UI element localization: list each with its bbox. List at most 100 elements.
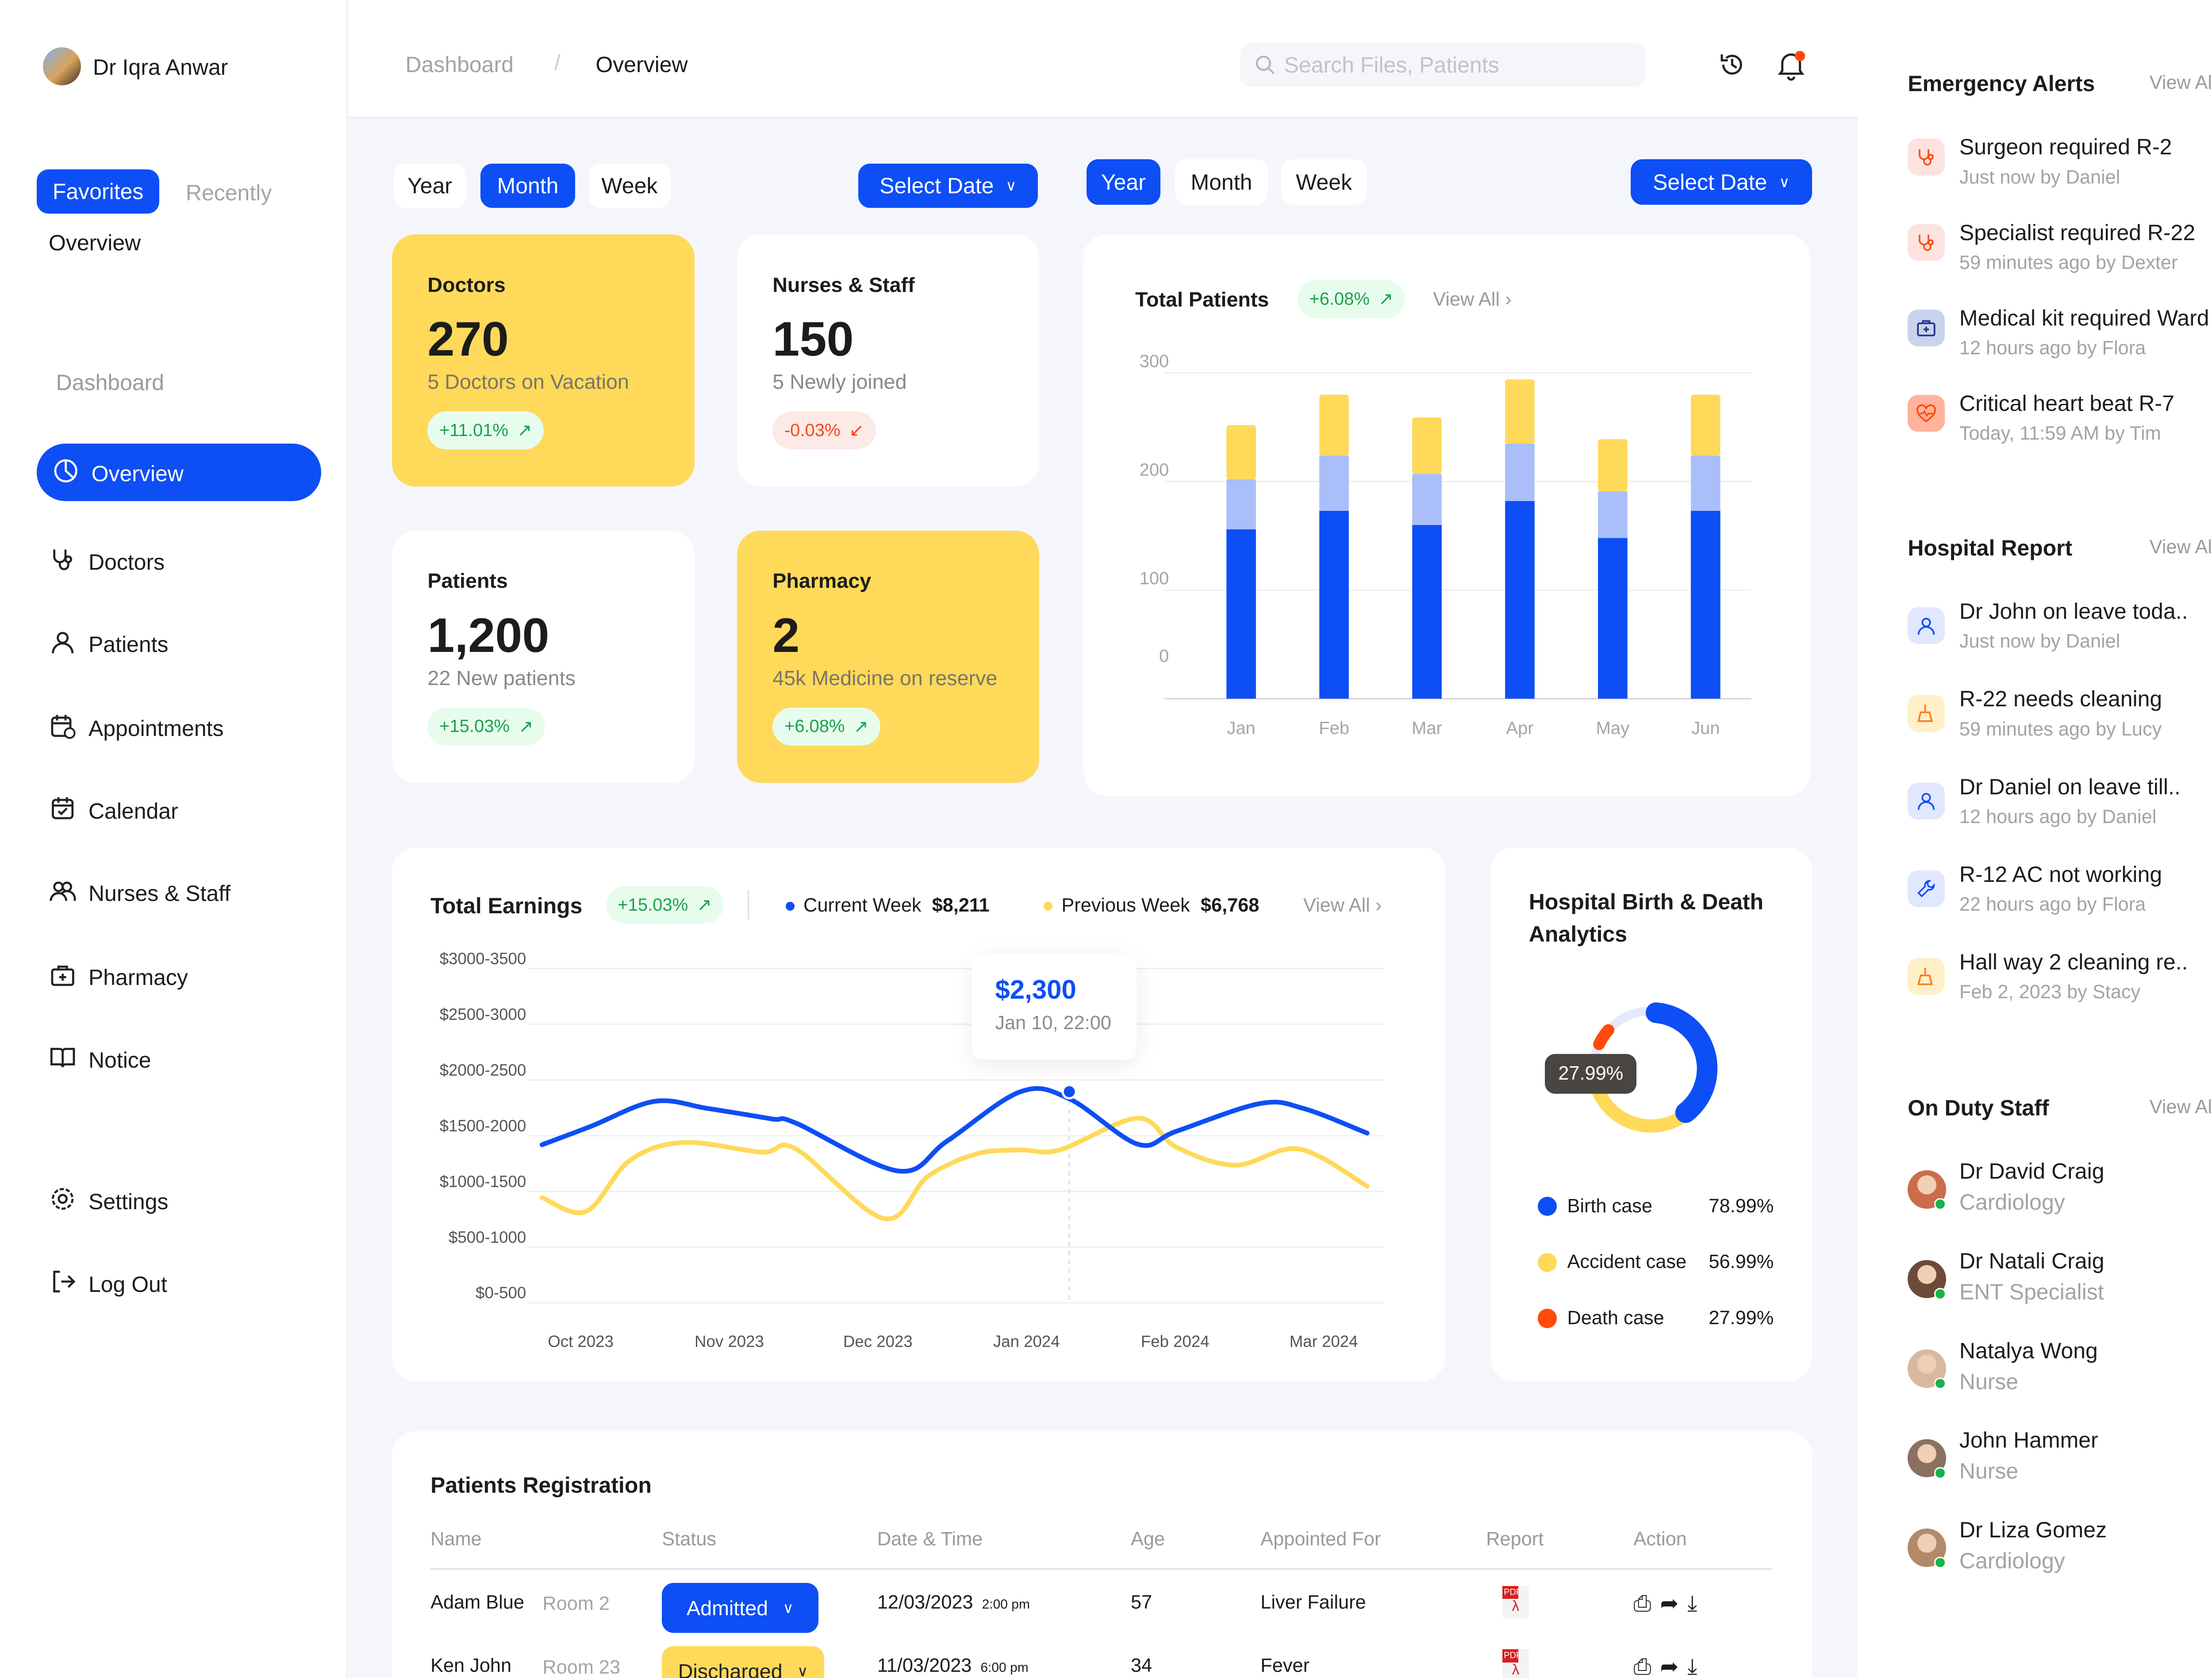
pdf-report-icon[interactable]: PDF λ xyxy=(1502,1649,1529,1678)
download-icon[interactable]: ⤓ xyxy=(1687,1590,1697,1616)
change-value: +15.03% xyxy=(439,716,510,736)
select-date-label: Select Date xyxy=(1653,169,1767,195)
stat-subtitle: 5 Doctors on Vacation xyxy=(427,370,629,394)
status-dropdown[interactable]: Admitted ∨ xyxy=(662,1583,818,1633)
favorite-overview-link[interactable]: Overview xyxy=(48,230,141,255)
x-tick-label: Oct 2023 xyxy=(548,1333,614,1351)
column-header-age[interactable]: Age xyxy=(1131,1528,1165,1550)
hospital-report-item[interactable]: Dr John on leave toda.. Just now by Danie… xyxy=(1908,598,2212,672)
y-tick-label: $500-1000 xyxy=(449,1228,526,1246)
y-tick-label: 100 xyxy=(1140,569,1169,588)
sidebar-item-label: Pharmacy xyxy=(88,965,188,990)
breadcrumb-overview: Overview xyxy=(595,52,688,77)
hospital-report-item[interactable]: Hall way 2 cleaning re.. Feb 2, 2023 by S… xyxy=(1908,949,2212,1023)
sidebar-item-label: Patients xyxy=(88,632,169,657)
tab-favorites[interactable]: Favorites xyxy=(37,169,159,214)
staff-item[interactable]: Natalya Wong Nurse xyxy=(1908,1338,2212,1412)
y-tick-label: $1000-1500 xyxy=(440,1172,526,1191)
stat-card-doctors[interactable]: Doctors 270 5 Doctors on Vacation +11.01% ↗ xyxy=(392,234,695,487)
right-panel: Emergency Alerts View All › Hospital Rep… xyxy=(1857,0,2212,1678)
staff-item[interactable]: Dr Liza Gomez Cardiology xyxy=(1908,1517,2212,1591)
sidebar-item-calendar[interactable]: Calendar xyxy=(49,794,178,828)
bar-chart: 0 100 200 300 Jan Feb Mar Apr May Jun xyxy=(1140,352,1751,738)
section-label-dashboard: Dashboard xyxy=(56,370,165,395)
date: 12/03/2023 xyxy=(877,1592,973,1613)
line-series-previous-week xyxy=(540,1116,1370,1222)
sidebar-item-appointments[interactable]: Appointments xyxy=(49,712,223,745)
sidebar-item-nurses-staff[interactable]: Nurses & Staff xyxy=(49,877,230,910)
column-header-name[interactable]: Name xyxy=(430,1528,482,1550)
chart-filter-month[interactable]: Month xyxy=(1175,159,1268,205)
pdf-report-icon[interactable]: PDF λ xyxy=(1502,1586,1529,1619)
staff-item[interactable]: Dr Natali Craig ENT Specialist xyxy=(1908,1248,2212,1322)
tab-recently[interactable]: Recently xyxy=(185,180,272,205)
stat-card-nurses-staff[interactable]: Nurses & Staff 150 5 Newly joined -0.03% ↙ xyxy=(737,234,1040,487)
bar-segment xyxy=(1319,455,1349,511)
filter-year[interactable]: Year xyxy=(393,163,466,208)
change-value: +6.08% xyxy=(1309,289,1370,309)
history-icon[interactable] xyxy=(1717,50,1747,80)
search-icon xyxy=(1256,56,1275,75)
view-all-link[interactable]: View All › xyxy=(1433,289,1511,310)
column-header-date-time[interactable]: Date & Time xyxy=(877,1528,983,1550)
download-icon[interactable]: ⤓ xyxy=(1687,1654,1697,1678)
staff-view-all[interactable]: View All › xyxy=(2150,1096,2212,1118)
search-input[interactable]: Search Files, Patients xyxy=(1240,42,1646,87)
stat-card-patients[interactable]: Patients 1,200 22 New patients +15.03% ↗ xyxy=(392,530,695,783)
alert-title: Surgeon required R-2 xyxy=(1959,134,2172,160)
alert-title: Critical heart beat R-7 xyxy=(1959,391,2174,416)
sidebar-item-notice[interactable]: Notice xyxy=(49,1043,151,1077)
select-date-button[interactable]: Select Date ∨ xyxy=(858,163,1038,208)
filter-month[interactable]: Month xyxy=(480,163,575,208)
chart-filter-week[interactable]: Week xyxy=(1281,159,1367,205)
sidebar-item-log-out[interactable]: Log Out xyxy=(49,1268,167,1301)
age: 57 xyxy=(1131,1592,1152,1613)
share-icon[interactable]: ➦ xyxy=(1660,1590,1679,1616)
stat-card-pharmacy[interactable]: Pharmacy 2 45k Medicine on reserve +6.08% ↗ xyxy=(737,530,1040,783)
tooltip-point[interactable] xyxy=(1062,1084,1078,1100)
staff-role: Nurse xyxy=(1959,1459,2019,1484)
patient-name[interactable]: Adam Blue xyxy=(430,1592,524,1613)
sidebar-item-doctors[interactable]: Doctors xyxy=(49,545,165,578)
sidebar-item-settings[interactable]: Settings xyxy=(49,1185,169,1218)
report-view-all[interactable]: View All › xyxy=(2150,536,2212,558)
emergency-alert-item[interactable]: Critical heart beat R-7 Today, 11:59 AM b… xyxy=(1908,391,2212,464)
x-tick-label: May xyxy=(1596,719,1630,738)
staff-item[interactable]: John Hammer Nurse xyxy=(1908,1427,2212,1501)
emergency-alert-item[interactable]: Specialist required R-22 59 minutes ago b… xyxy=(1908,220,2212,294)
sidebar-item-pharmacy[interactable]: Pharmacy xyxy=(49,961,188,994)
staff-role: Cardiology xyxy=(1959,1190,2065,1215)
print-icon[interactable]: ⎙ xyxy=(1633,1590,1651,1616)
column-header-action[interactable]: Action xyxy=(1633,1528,1687,1550)
chart-filter-year[interactable]: Year xyxy=(1087,159,1160,205)
sidebar: Dr Iqra Anwar Favorites Recently Overvie… xyxy=(0,0,348,1678)
share-icon[interactable]: ➦ xyxy=(1660,1654,1679,1678)
breadcrumb-dashboard[interactable]: Dashboard xyxy=(405,52,514,77)
column-header-status[interactable]: Status xyxy=(662,1528,717,1550)
bell-icon[interactable] xyxy=(1775,49,1807,81)
avatar[interactable] xyxy=(42,47,81,86)
legend-name: Current Week xyxy=(803,894,922,916)
emergency-alert-item[interactable]: Medical kit required Ward 2 12 hours ago … xyxy=(1908,305,2212,379)
chart-select-date-button[interactable]: Select Date ∨ xyxy=(1630,159,1812,205)
column-header-appointed-for[interactable]: Appointed For xyxy=(1260,1528,1381,1550)
report-title: Dr John on leave toda.. xyxy=(1959,598,2188,624)
print-icon[interactable]: ⎙ xyxy=(1633,1654,1651,1678)
hospital-report-item[interactable]: R-22 needs cleaning 59 minutes ago by Luc… xyxy=(1908,686,2212,760)
stat-value: 270 xyxy=(427,312,509,367)
emergency-view-all[interactable]: View All › xyxy=(2150,72,2212,94)
y-tick-label: $2500-3000 xyxy=(440,1005,526,1023)
hospital-report-item[interactable]: R-12 AC not working 22 hours ago by Flora xyxy=(1908,862,2212,935)
patient-name[interactable]: Ken John xyxy=(430,1655,512,1677)
sidebar-item-patients[interactable]: Patients xyxy=(49,628,169,661)
column-header-report[interactable]: Report xyxy=(1486,1528,1544,1550)
hospital-report-item[interactable]: Dr Daniel on leave till.. 12 hours ago by… xyxy=(1908,774,2212,848)
status-dropdown[interactable]: Discharged ∨ xyxy=(662,1646,824,1678)
sidebar-item-overview[interactable]: Overview xyxy=(52,457,184,490)
staff-item[interactable]: Dr David Craig Cardiology xyxy=(1908,1158,2212,1232)
filter-week[interactable]: Week xyxy=(588,163,671,208)
emergency-alert-item[interactable]: Surgeon required R-2 Just now by Daniel xyxy=(1908,134,2212,208)
total-earnings-card: Total Earnings +15.03% ↗ Current Week $8,… xyxy=(392,847,1445,1381)
view-all-link[interactable]: View All › xyxy=(1303,895,1382,916)
trend-up-icon: ↗ xyxy=(697,895,712,915)
